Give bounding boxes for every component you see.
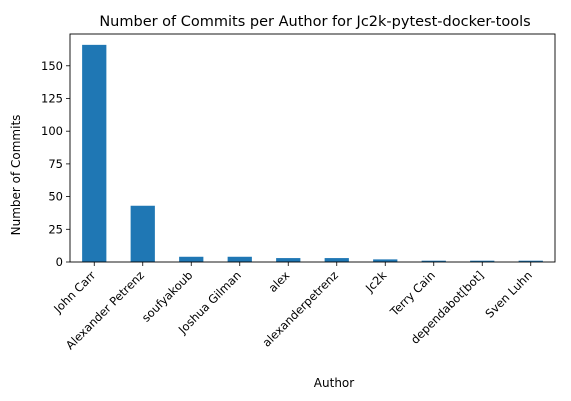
bar (373, 259, 398, 262)
y-tick-label: 75 (48, 157, 63, 171)
x-tick-label: Sven Luhn (482, 268, 534, 320)
bar (518, 260, 543, 262)
bar (179, 256, 204, 262)
bar (276, 258, 301, 262)
bar (324, 258, 349, 262)
bar (130, 205, 155, 262)
x-tick-label: alex (266, 268, 293, 295)
x-tick-label: Jc2k (362, 268, 390, 296)
plot-frame (69, 33, 556, 263)
y-tick-label: 100 (41, 124, 63, 138)
y-axis-label: Number of Commits (9, 115, 23, 236)
chart-title: Number of Commits per Author for Jc2k-py… (99, 14, 530, 30)
bars-group (82, 44, 543, 262)
bar (421, 260, 446, 262)
y-tick-label: 0 (56, 255, 63, 269)
y-tick-label: 25 (48, 222, 63, 236)
bar (470, 260, 495, 262)
x-axis-label: Author (314, 376, 354, 390)
x-tick-label: Terry Cain (387, 268, 438, 319)
y-axis: 0 25 50 75 100 125 150 (41, 59, 70, 269)
x-tick-label: John Carr (50, 268, 98, 316)
y-tick-label: 150 (41, 59, 63, 73)
bar (227, 256, 252, 262)
y-tick-label: 125 (41, 91, 63, 105)
bar (82, 44, 107, 262)
y-tick-label: 50 (48, 190, 63, 204)
